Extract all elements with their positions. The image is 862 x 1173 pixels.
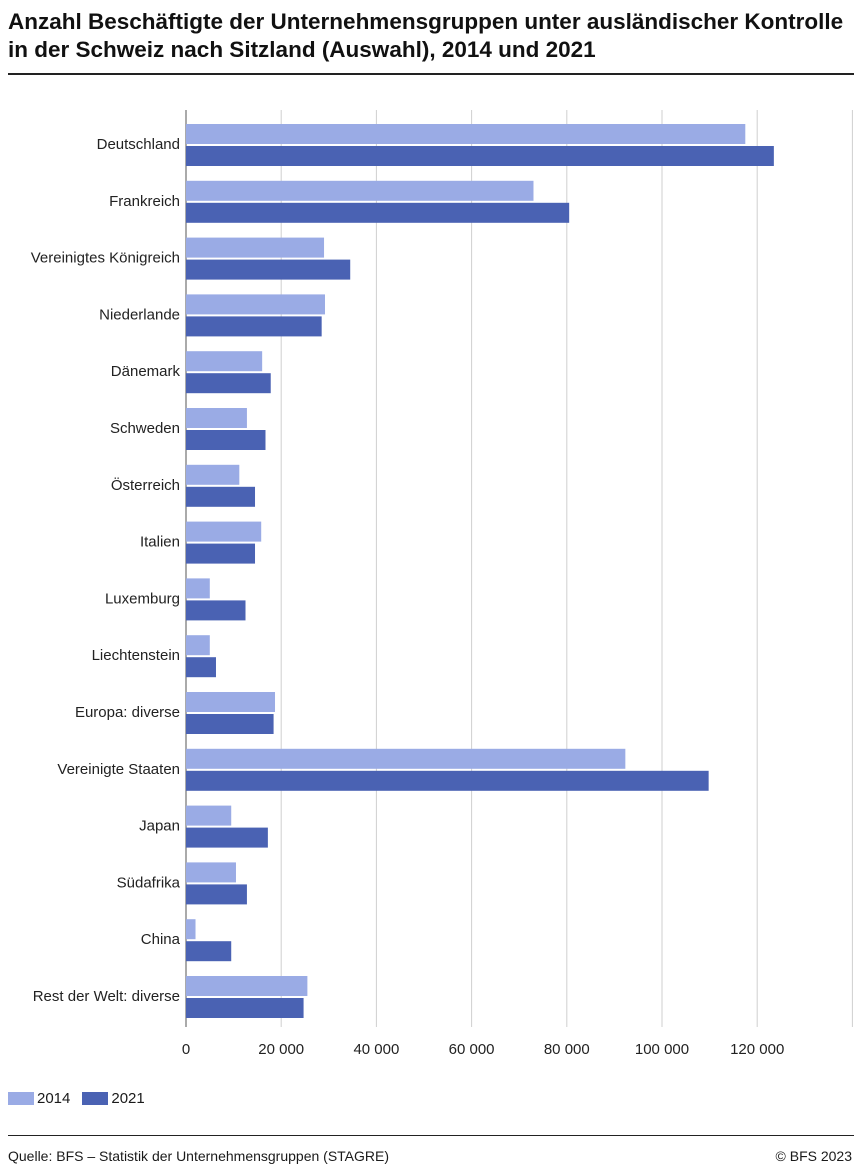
category-label: Dänemark bbox=[111, 363, 181, 380]
bar-2014-frankreich bbox=[186, 180, 534, 201]
bar-2021-schweden bbox=[186, 430, 266, 450]
bar-2014-luxemburg bbox=[186, 578, 210, 599]
bar-2014-italien bbox=[186, 521, 262, 542]
bar-2014-deutschland bbox=[186, 124, 746, 144]
bar-2021-europa-diverse bbox=[186, 714, 274, 734]
bar-2014-schweden bbox=[186, 408, 247, 428]
bar-2014-österreich bbox=[186, 464, 240, 485]
x-tick-label: 40 000 bbox=[353, 1041, 399, 1058]
bar-2021-vereinigte-staaten bbox=[186, 770, 709, 791]
category-label: Deutschland bbox=[97, 136, 180, 153]
category-label: Rest der Welt: diverse bbox=[33, 988, 180, 1005]
bar-2021-rest-der-welt-diverse bbox=[186, 998, 304, 1018]
x-tick-label: 100 000 bbox=[635, 1041, 689, 1058]
category-label: Niederlande bbox=[99, 306, 180, 323]
title-divider bbox=[8, 73, 854, 75]
legend-item-2014: 2014 bbox=[8, 1090, 70, 1107]
legend: 2014 2021 bbox=[8, 1088, 157, 1108]
bar-2014-liechtenstein bbox=[186, 635, 210, 656]
bar-chart: Deutschland Frankreich Vereinigtes Königre… bbox=[31, 110, 853, 1058]
bar-2021-dänemark bbox=[186, 373, 271, 394]
x-tick-label: 80 000 bbox=[544, 1041, 590, 1058]
bar-2014-europa-diverse bbox=[186, 692, 276, 712]
legend-label-2021: 2021 bbox=[111, 1089, 145, 1107]
bar-2014-vereinigtes-königreich bbox=[186, 237, 325, 258]
chart-title: Anzahl Beschäftigte der Unternehmensgrup… bbox=[8, 9, 844, 62]
bar-2021-vereinigtes-königreich bbox=[186, 259, 351, 280]
category-label: Liechtenstein bbox=[92, 647, 180, 664]
bar-2021-japan bbox=[186, 827, 268, 848]
category-label: Österreich bbox=[111, 476, 180, 494]
x-tick-label: 20 000 bbox=[258, 1041, 304, 1058]
bar-2014-vereinigte-staaten bbox=[186, 748, 626, 769]
bar-2014-niederlande bbox=[186, 294, 325, 315]
bar-2014-dänemark bbox=[186, 351, 263, 372]
bar-2021-liechtenstein bbox=[186, 657, 216, 678]
legend-item-2021: 2021 bbox=[82, 1089, 145, 1107]
bar-2014-japan bbox=[186, 805, 232, 826]
bar-2014-südafrika bbox=[186, 862, 236, 883]
category-label: Japan bbox=[139, 818, 180, 835]
category-label: Italien bbox=[140, 534, 180, 551]
bar-2021-luxemburg bbox=[186, 600, 246, 621]
category-label: Vereinigtes Königreich bbox=[31, 250, 180, 267]
x-tick-label: 60 000 bbox=[449, 1041, 495, 1058]
bar-2021-österreich bbox=[186, 486, 256, 507]
x-tick-label: 120 000 bbox=[730, 1041, 784, 1058]
legend-swatch-2014 bbox=[8, 1091, 34, 1105]
category-label: Frankreich bbox=[109, 193, 180, 210]
legend-label-2014: 2014 bbox=[37, 1089, 71, 1107]
bar-2021-italien bbox=[186, 543, 256, 564]
bar-2014-rest-der-welt-diverse bbox=[186, 976, 308, 996]
category-label: China bbox=[141, 931, 181, 948]
bar-2014-china bbox=[186, 919, 196, 940]
category-label: Schweden bbox=[110, 420, 180, 437]
category-label: Europa: diverse bbox=[75, 704, 180, 721]
footer-divider bbox=[8, 1135, 854, 1136]
category-label: Südafrika bbox=[117, 874, 181, 891]
bar-2021-china bbox=[186, 941, 232, 962]
category-label: Vereinigte Staaten bbox=[57, 761, 180, 778]
bar-2021-frankreich bbox=[186, 202, 570, 223]
category-label: Luxemburg bbox=[105, 590, 180, 607]
x-tick-label: 0 bbox=[182, 1041, 190, 1058]
source-note: Quelle: BFS – Statistik der Unternehmens… bbox=[8, 1148, 390, 1164]
bar-2021-südafrika bbox=[186, 884, 247, 905]
legend-swatch-2021 bbox=[82, 1091, 109, 1105]
bar-2021-deutschland bbox=[186, 146, 774, 166]
bar-2021-niederlande bbox=[186, 316, 322, 337]
copyright: © BFS 2023 bbox=[775, 1148, 852, 1164]
